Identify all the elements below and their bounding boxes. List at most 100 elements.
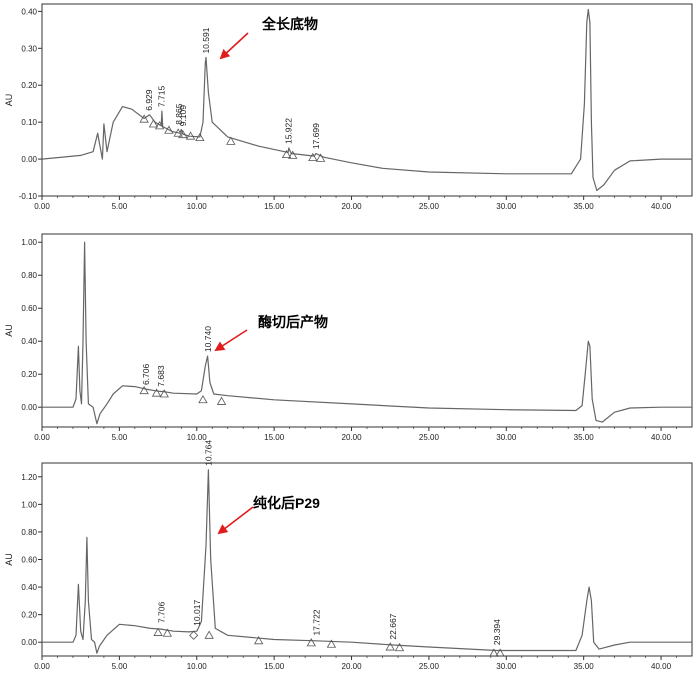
- plot-frame: [41, 3, 693, 197]
- integration-marker: [173, 128, 183, 137]
- peak-annotation: 酶切后产物: [258, 314, 328, 330]
- x-tick-label: 25.00: [419, 662, 440, 671]
- x-tick-label: 30.00: [496, 202, 517, 211]
- y-axis-label: AU: [4, 553, 14, 566]
- integration-marker: [281, 149, 292, 159]
- x-tick-label: 35.00: [574, 433, 595, 442]
- y-tick-label: 0.40: [21, 337, 37, 346]
- y-axis-label: AU: [4, 94, 14, 107]
- y-tick-label: 0.10: [21, 118, 37, 127]
- plot-frame: [41, 233, 693, 428]
- annotation-arrow: [219, 32, 249, 60]
- peak-label: 7.706: [156, 602, 166, 624]
- chromatogram-trace: [42, 241, 692, 425]
- x-tick-label: 15.00: [264, 662, 285, 671]
- y-tick-label: 0.30: [21, 44, 37, 53]
- peak-annotation: 纯化后P29: [253, 495, 320, 511]
- chart-panel-3: 0.00 5.00 10.00 15.00 20.00 25.00 30.00 35.00 40…: [4, 440, 693, 671]
- integration-marker: [288, 150, 298, 159]
- peak-label: 9.109: [178, 105, 188, 127]
- integration-marker: [153, 627, 163, 636]
- integration-marker: [195, 132, 205, 142]
- y-tick-label: 0.00: [21, 638, 37, 647]
- x-tick-label: 35.00: [574, 662, 595, 671]
- integration-marker: [315, 153, 326, 162]
- x-tick-label: 25.00: [419, 433, 440, 442]
- y-tick-label: 1.00: [21, 238, 37, 247]
- peak-label: 17.722: [311, 609, 321, 635]
- chart-panel-2: 0.00 5.00 10.00 15.00 20.00 25.00 30.00 35.00 40…: [4, 233, 693, 442]
- peak-label: 10.764: [204, 440, 214, 466]
- integration-marker: [139, 385, 149, 395]
- integration-marker: [185, 131, 196, 140]
- integration-marker: [139, 114, 149, 123]
- x-tick-label: 30.00: [496, 662, 517, 671]
- integration-marker: [148, 119, 159, 128]
- x-tick-label: 0.00: [34, 662, 50, 671]
- y-tick-label: 0.40: [21, 7, 37, 16]
- peak-label: 15.922: [283, 118, 293, 144]
- integration-marker-diamond: [189, 630, 199, 640]
- x-tick-label: 25.00: [419, 202, 440, 211]
- x-tick-label: 0.00: [34, 202, 50, 211]
- x-tick-label: 10.00: [187, 202, 208, 211]
- chromatogram-trace: [41, 8, 692, 192]
- integration-marker: [154, 121, 165, 130]
- x-tick-label: 40.00: [651, 433, 672, 442]
- y-tick-label: 1.20: [21, 473, 37, 482]
- integration-marker: [495, 648, 505, 657]
- peak-annotation: 全长底物: [261, 16, 318, 32]
- integration-marker: [394, 642, 405, 652]
- x-tick-label: 10.00: [187, 662, 208, 671]
- integration-marker: [162, 628, 173, 637]
- annotation-arrow: [214, 329, 248, 352]
- y-tick-label: 1.00: [21, 500, 37, 509]
- y-tick-label: 0.20: [21, 370, 37, 379]
- integration-marker: [306, 638, 316, 647]
- x-tick-label: 15.00: [264, 433, 285, 442]
- chart-panel-1: 0.00 5.00 10.00 15.00 20.00 25.00 30.00 35.00 40…: [4, 3, 693, 211]
- chromatogram-trace: [42, 469, 692, 654]
- peak-label: 7.715: [156, 86, 166, 108]
- integration-marker: [385, 642, 395, 651]
- x-tick-label: 10.00: [187, 433, 208, 442]
- peak-label: 22.667: [388, 613, 398, 639]
- y-tick-label: 0.40: [21, 583, 37, 592]
- peak-label: 29.394: [492, 619, 502, 645]
- peak-label: 10.017: [192, 600, 202, 626]
- integration-marker: [308, 152, 318, 161]
- integration-marker: [253, 636, 264, 645]
- integration-marker: [178, 129, 188, 139]
- x-tick-label: 5.00: [112, 433, 128, 442]
- peak-label: 10.591: [201, 27, 211, 53]
- peak-label: 17.699: [311, 123, 321, 149]
- x-tick-label: 15.00: [264, 202, 285, 211]
- x-tick-label: 35.00: [574, 202, 595, 211]
- integration-marker: [226, 136, 236, 145]
- integration-marker: [489, 648, 499, 657]
- y-tick-label: 0.00: [21, 403, 37, 412]
- x-tick-label: 5.00: [112, 202, 128, 211]
- x-tick-label: 40.00: [651, 202, 672, 211]
- x-tick-label: 20.00: [342, 433, 363, 442]
- integration-marker: [198, 394, 208, 404]
- x-tick-label: 20.00: [342, 662, 363, 671]
- y-tick-label: 0.80: [21, 528, 37, 537]
- y-tick-label: 0.60: [21, 304, 37, 313]
- integration-marker: [159, 389, 169, 398]
- y-tick-label: 0.80: [21, 271, 37, 280]
- y-tick-label: 0.20: [21, 611, 37, 620]
- y-tick-label: -0.10: [19, 192, 38, 201]
- y-tick-label: 0.60: [21, 556, 37, 565]
- peak-label: 6.706: [141, 364, 151, 386]
- x-tick-label: 5.00: [112, 662, 128, 671]
- integration-marker: [326, 639, 337, 648]
- peak-label: 10.740: [203, 326, 213, 352]
- integration-marker: [151, 388, 162, 397]
- integration-marker: [204, 630, 214, 639]
- x-tick-label: 0.00: [34, 433, 50, 442]
- y-tick-label: 0.00: [21, 155, 37, 164]
- x-tick-label: 40.00: [651, 662, 672, 671]
- integration-marker: [216, 396, 227, 405]
- annotation-arrow: [217, 506, 254, 535]
